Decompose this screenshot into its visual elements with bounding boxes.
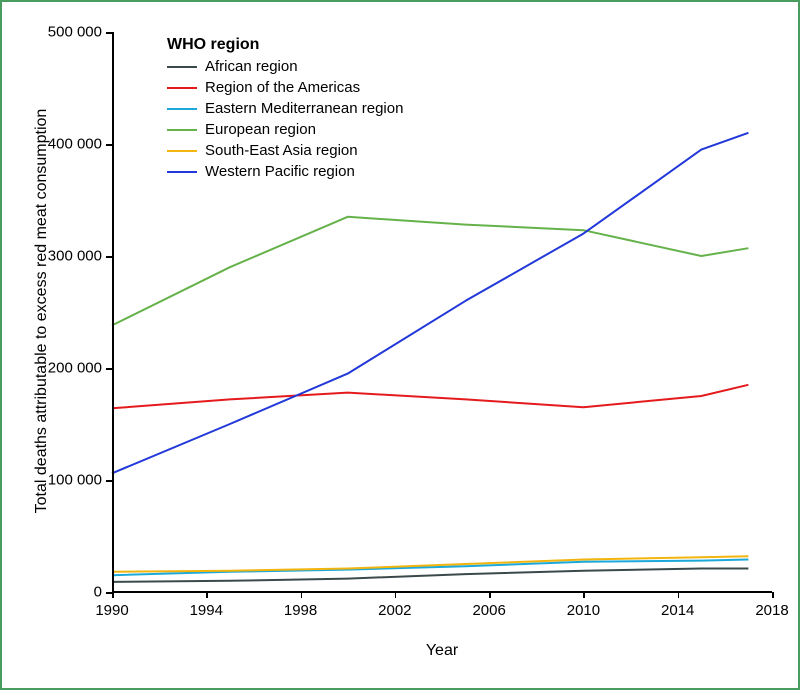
y-tick (106, 256, 112, 258)
x-axis-title: Year (426, 642, 458, 660)
legend-label: European region (205, 119, 316, 140)
x-tick-label: 2006 (472, 602, 505, 619)
legend-swatch (167, 129, 197, 131)
legend-swatch (167, 87, 197, 89)
legend-item: Eastern Mediterranean region (167, 98, 403, 119)
y-tick (106, 32, 112, 34)
legend-swatch (167, 150, 197, 152)
x-tick (112, 592, 114, 598)
legend-swatch (167, 108, 197, 110)
y-tick-label: 500 000 (34, 24, 102, 41)
chart-container: 0100 000200 000300 000400 000500 000 199… (0, 0, 800, 690)
x-tick (678, 592, 680, 598)
x-axis-line (112, 591, 772, 593)
legend-item: Western Pacific region (167, 161, 403, 182)
x-tick-label: 1998 (284, 602, 317, 619)
legend-swatch (167, 171, 197, 173)
legend-item: African region (167, 56, 403, 77)
legend-label: Eastern Mediterranean region (205, 98, 403, 119)
legend-title: WHO region (167, 36, 403, 54)
x-tick-label: 1990 (95, 602, 128, 619)
x-tick-label: 2018 (755, 602, 788, 619)
legend: WHO region African regionRegion of the A… (167, 32, 403, 186)
x-tick (583, 592, 585, 598)
y-tick (106, 368, 112, 370)
y-tick (106, 480, 112, 482)
x-tick-label: 1994 (190, 602, 223, 619)
y-axis-line (112, 32, 114, 592)
x-tick (206, 592, 208, 598)
legend-item: European region (167, 119, 403, 140)
series-line (112, 385, 748, 409)
legend-label: South-East Asia region (205, 140, 358, 161)
legend-swatch (167, 66, 197, 68)
x-tick (301, 592, 303, 598)
series-line (112, 217, 748, 326)
y-tick-label: 0 (34, 584, 102, 601)
x-tick-label: 2010 (567, 602, 600, 619)
series-line (112, 560, 748, 576)
x-tick-label: 2014 (661, 602, 694, 619)
legend-label: Region of the Americas (205, 77, 360, 98)
legend-item: Region of the Americas (167, 77, 403, 98)
x-tick (395, 592, 397, 598)
legend-item: South-East Asia region (167, 140, 403, 161)
x-tick (772, 592, 774, 598)
x-tick (489, 592, 491, 598)
legend-label: Western Pacific region (205, 161, 355, 182)
y-tick (106, 144, 112, 146)
legend-label: African region (205, 56, 298, 77)
x-tick-label: 2002 (378, 602, 411, 619)
y-axis-title: Total deaths attributable to excess red … (33, 101, 51, 521)
